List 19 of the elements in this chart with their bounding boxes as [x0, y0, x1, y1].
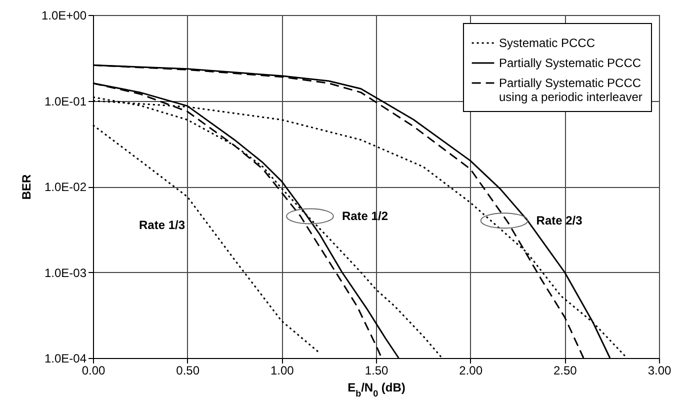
y-tick-label: 1.0E-04 — [44, 352, 87, 366]
legend-label: Partially Systematic PCCC — [499, 56, 642, 70]
y-tick-label: 1.0E-03 — [44, 266, 87, 280]
x-tick-label: 1.50 — [364, 364, 388, 378]
x-tick-label: 2.00 — [459, 364, 483, 378]
legend-label: Systematic PCCC — [499, 36, 596, 50]
y-tick-label: 1.0E-02 — [44, 180, 87, 194]
legend-label: Partially Systematic PCCC using a periodic interleaver — [499, 76, 642, 104]
x-tick-label: 3.00 — [648, 364, 672, 378]
x-tick-label: 0.00 — [82, 364, 106, 378]
x-tick-label: 2.50 — [553, 364, 578, 378]
annotation: Rate 2/3 — [536, 214, 583, 228]
y-tick-label: 1.0E-01 — [44, 94, 87, 108]
y-tick-label: 1.0E+00 — [41, 8, 87, 22]
y-axis-title: BER — [19, 174, 34, 200]
x-axis-title: E$_{b}$/N$_{0}$ (dB) — [348, 380, 406, 398]
annotation: Rate 1/3 — [138, 218, 186, 232]
x-tick-label: 1.00 — [270, 364, 294, 378]
x-tick-label: 0.50 — [176, 364, 200, 378]
